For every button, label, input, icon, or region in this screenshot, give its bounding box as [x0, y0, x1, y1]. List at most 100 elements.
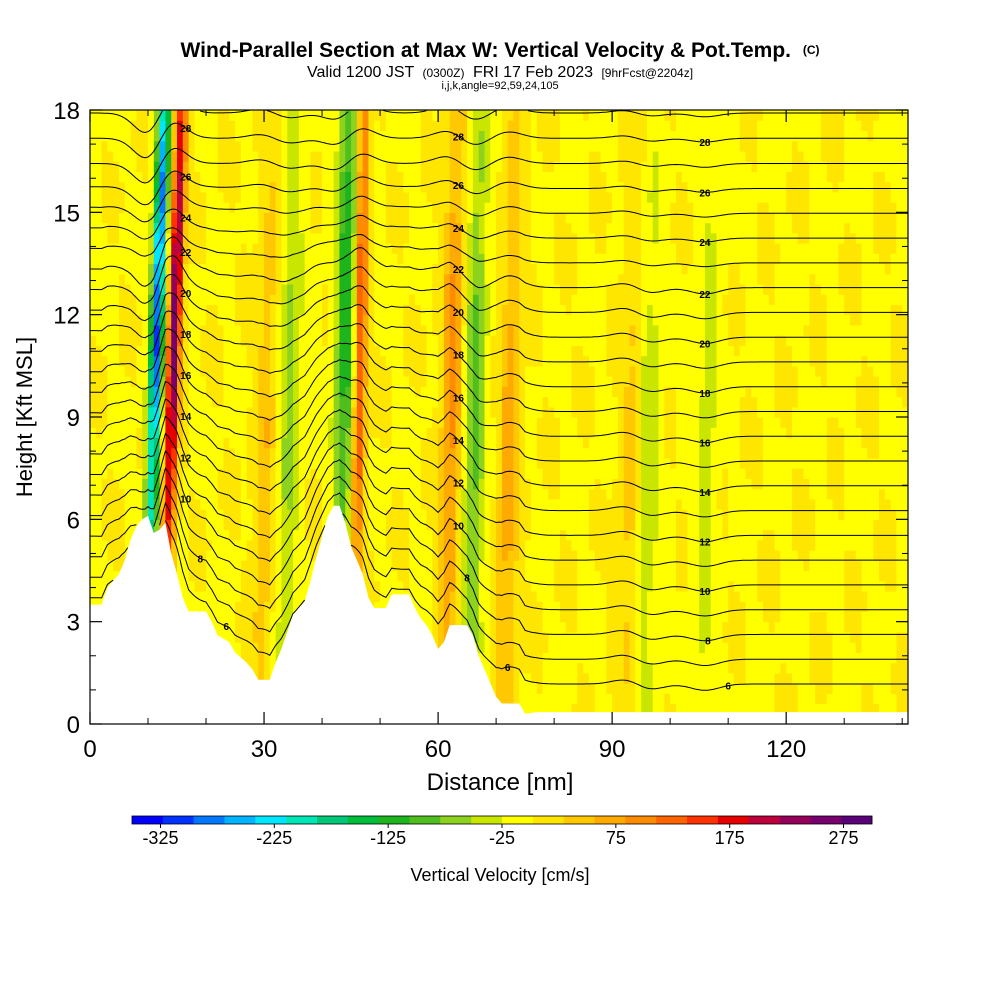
vv-cell [252, 498, 259, 510]
vv-cell [559, 672, 567, 684]
vv-cell [525, 590, 532, 602]
vv-cell [281, 232, 288, 244]
vv-cell [95, 110, 103, 121]
vv-cell [432, 161, 439, 172]
vv-cell [484, 539, 491, 551]
vv-cell [258, 631, 265, 643]
vv-cell [467, 324, 474, 336]
vv-cell [455, 519, 462, 531]
vv-cell [432, 396, 439, 408]
subtitle-utc: (0300Z) [422, 66, 464, 80]
vv-cell [519, 642, 526, 653]
vv-cell [333, 161, 341, 172]
vv-cell [177, 314, 184, 326]
vv-cell [182, 314, 190, 326]
vv-cell [95, 253, 103, 265]
vv-cell [467, 294, 474, 306]
vv-cell [333, 386, 341, 398]
vv-cell [530, 212, 538, 224]
vv-cell [548, 457, 555, 469]
vv-cell [223, 631, 230, 643]
vv-cell [101, 570, 108, 582]
vv-cell [240, 161, 248, 172]
vv-cell [95, 294, 103, 306]
vv-cell [368, 273, 375, 285]
vv-cell [107, 539, 114, 551]
vv-cell [478, 365, 486, 377]
vv-cell [240, 335, 248, 346]
vv-cell [455, 355, 462, 367]
vv-cell [165, 365, 172, 377]
vv-cell [333, 253, 341, 265]
vv-cell [530, 447, 538, 459]
vv-cell [148, 396, 155, 408]
vv-cell [223, 590, 230, 602]
vv-cell [200, 519, 207, 531]
vv-cell [548, 693, 555, 705]
vv-cell [409, 498, 416, 510]
vv-cell [472, 468, 480, 479]
vv-cell [385, 335, 393, 346]
vv-cell [530, 191, 538, 203]
vv-cell [269, 427, 277, 439]
vv-cell [287, 437, 294, 449]
vv-cell [403, 427, 410, 439]
vv-cell [368, 550, 375, 561]
vv-cell [525, 283, 532, 295]
vv-cell [287, 191, 294, 203]
vv-cell [432, 427, 439, 439]
vv-cell [467, 376, 474, 387]
vv-cell [420, 611, 428, 623]
vv-cell [443, 212, 451, 224]
vv-cell [449, 243, 457, 254]
vv-cell [327, 365, 335, 377]
vv-cell [275, 621, 283, 633]
vv-cell [554, 294, 561, 306]
vv-cell [217, 560, 225, 572]
vv-cell [565, 222, 573, 234]
vv-cell [519, 110, 526, 121]
vv-cell [287, 601, 294, 613]
vv-cell [368, 457, 375, 469]
vv-cell [467, 396, 474, 408]
vv-cell [409, 110, 416, 121]
vv-cell [449, 539, 457, 551]
vv-cell [223, 171, 230, 183]
vv-cell [148, 120, 155, 132]
vv-cell [443, 468, 451, 479]
vv-cell [211, 417, 219, 428]
vv-cell [455, 509, 462, 520]
vv-cell [519, 529, 526, 541]
vv-cell [345, 181, 352, 193]
vv-cell [113, 427, 120, 439]
vv-cell [380, 417, 387, 428]
vv-cell [461, 611, 468, 623]
vv-cell [107, 376, 114, 387]
vv-cell [130, 488, 138, 500]
vv-cell [159, 447, 167, 459]
vv-cell [455, 294, 462, 306]
vv-cell [211, 345, 219, 357]
vv-cell [362, 560, 370, 572]
vv-cell [530, 243, 538, 254]
vv-cell [95, 365, 103, 377]
vv-cell [252, 662, 259, 674]
vv-cell [229, 529, 236, 541]
vv-cell [490, 570, 497, 582]
vv-cell [269, 365, 277, 377]
vv-cell [171, 243, 178, 254]
vv-cell [490, 365, 497, 377]
vv-cell [124, 212, 132, 224]
vv-cell [467, 498, 474, 510]
vv-cell [385, 386, 393, 398]
vv-cell [420, 550, 428, 561]
vv-cell [188, 335, 196, 346]
vv-cell [333, 222, 341, 234]
vv-cell [530, 560, 538, 572]
vv-cell [95, 478, 103, 490]
vv-cell [391, 324, 399, 336]
vv-cell [368, 345, 375, 357]
vv-cell [275, 570, 283, 582]
vv-cell [403, 478, 410, 490]
vv-cell [530, 365, 538, 377]
